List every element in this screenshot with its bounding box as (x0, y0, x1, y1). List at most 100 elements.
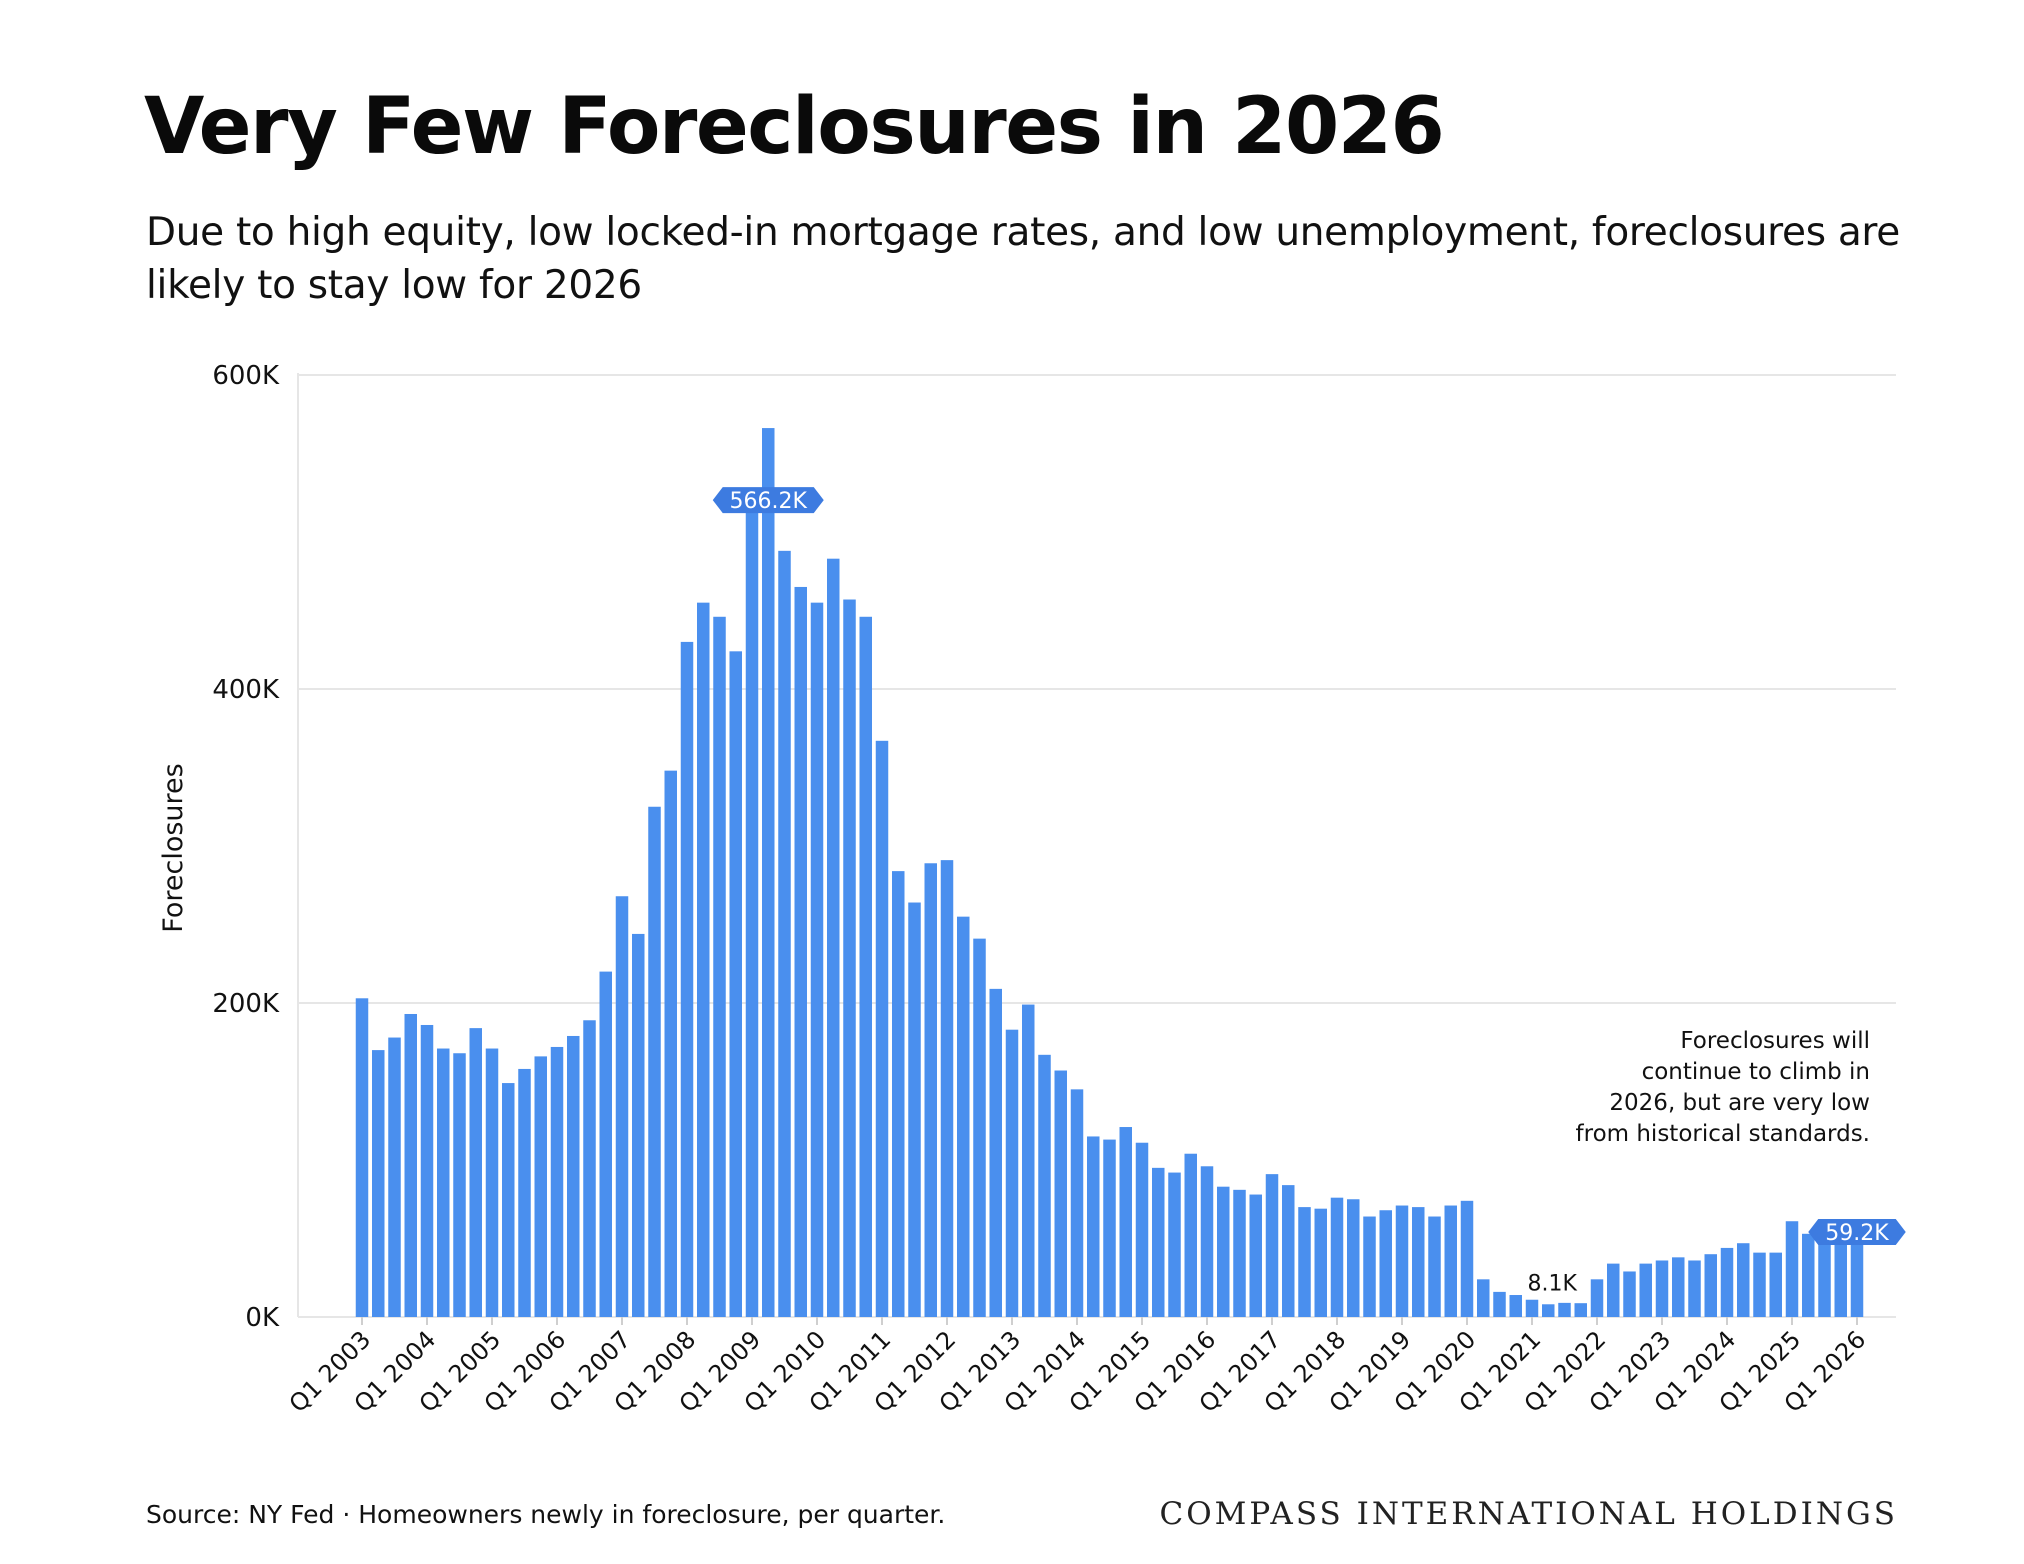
bar (810, 602, 824, 1317)
bar (1850, 1224, 1864, 1317)
y-tick-label: 200K (212, 989, 280, 1019)
bar (388, 1037, 401, 1317)
bar (973, 938, 986, 1317)
bar (437, 1048, 450, 1317)
bar (518, 1068, 531, 1317)
bars (355, 428, 1864, 1317)
bar (1753, 1252, 1766, 1317)
bar (1639, 1263, 1652, 1317)
bar (908, 902, 921, 1317)
bar (664, 770, 677, 1317)
bar (372, 1050, 385, 1317)
bar (420, 1024, 434, 1317)
bar (615, 896, 629, 1317)
bar (1038, 1054, 1051, 1317)
bar (485, 1048, 499, 1317)
data-label-box (712, 487, 824, 514)
brand-logo-text: COMPASS INTERNATIONAL HOLDINGS (1159, 1496, 1898, 1532)
data-label: 59.2K (1825, 1221, 1889, 1246)
bar (534, 1056, 547, 1317)
bar (762, 428, 775, 1317)
bar (1818, 1230, 1831, 1317)
annotation-line: from historical standards. (1576, 1121, 1870, 1147)
bar (1493, 1291, 1506, 1317)
bar (1558, 1302, 1571, 1317)
bar (632, 933, 645, 1317)
bar (1720, 1247, 1734, 1317)
y-axis-label: Foreclosures (158, 763, 189, 932)
bar (1737, 1243, 1750, 1317)
bar (1525, 1299, 1539, 1317)
y-axis-ticks: 0K 200K 400K 600K (212, 361, 280, 1333)
bar (989, 988, 1002, 1317)
bar (355, 998, 369, 1317)
bar (1607, 1263, 1620, 1317)
bar (1379, 1210, 1392, 1317)
bar (1834, 1225, 1847, 1317)
bar (1282, 1185, 1295, 1317)
bar (1298, 1207, 1311, 1317)
annotation-line: 2026, but are very low (1609, 1090, 1870, 1116)
bar (502, 1083, 515, 1317)
bar (1412, 1207, 1425, 1317)
bar (1802, 1233, 1815, 1317)
bar (843, 599, 856, 1317)
bar (1233, 1189, 1246, 1317)
bar (1184, 1153, 1197, 1317)
bar (729, 651, 742, 1317)
y-tick-label: 600K (212, 361, 280, 391)
bar (1623, 1271, 1636, 1317)
bar (1460, 1200, 1474, 1317)
chart-subtitle: Due to high equity, low locked-in mortga… (146, 210, 1900, 308)
y-tick-label: 0K (245, 1303, 280, 1333)
bar (1119, 1127, 1132, 1317)
bar (599, 971, 612, 1317)
bar (924, 863, 937, 1317)
bar (648, 806, 661, 1317)
bar (1655, 1260, 1669, 1317)
bar (745, 505, 759, 1317)
bar (859, 616, 872, 1317)
bar (1444, 1205, 1457, 1317)
bar (1168, 1172, 1181, 1317)
bar (957, 916, 970, 1317)
annotation-line: Foreclosures will (1680, 1028, 1870, 1054)
bar (453, 1053, 466, 1317)
bar (1152, 1167, 1165, 1317)
bar (697, 602, 710, 1317)
bar (827, 558, 840, 1317)
bar (778, 550, 791, 1317)
bar (713, 616, 726, 1317)
source-note: Source: NY Fed · Homeowners newly in for… (146, 1500, 946, 1529)
annotation-line: continue to climb in (1642, 1059, 1870, 1085)
bar (1022, 1004, 1035, 1317)
data-labels: 566.2K 8.1K 59.2K (712, 487, 1906, 1296)
bar (469, 1028, 482, 1317)
bar (1769, 1252, 1782, 1317)
bar (1330, 1197, 1344, 1317)
bar (1688, 1260, 1701, 1317)
bar (940, 860, 954, 1317)
bar (1590, 1279, 1604, 1317)
bar (1070, 1089, 1084, 1317)
data-label: 8.1K (1528, 1271, 1578, 1296)
data-label-box (1808, 1219, 1906, 1246)
chart-annotation: Foreclosures will continue to climb in 202… (1576, 1028, 1870, 1147)
bar (567, 1035, 580, 1317)
bar (1428, 1216, 1441, 1317)
bar (1087, 1136, 1100, 1317)
bar (1574, 1303, 1587, 1317)
bar (892, 871, 905, 1317)
bar (875, 740, 889, 1317)
chart-title: Very Few Foreclosures in 2026 (144, 82, 1445, 172)
bar (404, 1013, 417, 1317)
bar (794, 586, 807, 1317)
bar (1103, 1139, 1116, 1317)
bar (1249, 1194, 1262, 1317)
bar (1005, 1029, 1019, 1317)
bar (1672, 1257, 1685, 1317)
bar (1477, 1279, 1490, 1317)
bar (1704, 1254, 1717, 1317)
